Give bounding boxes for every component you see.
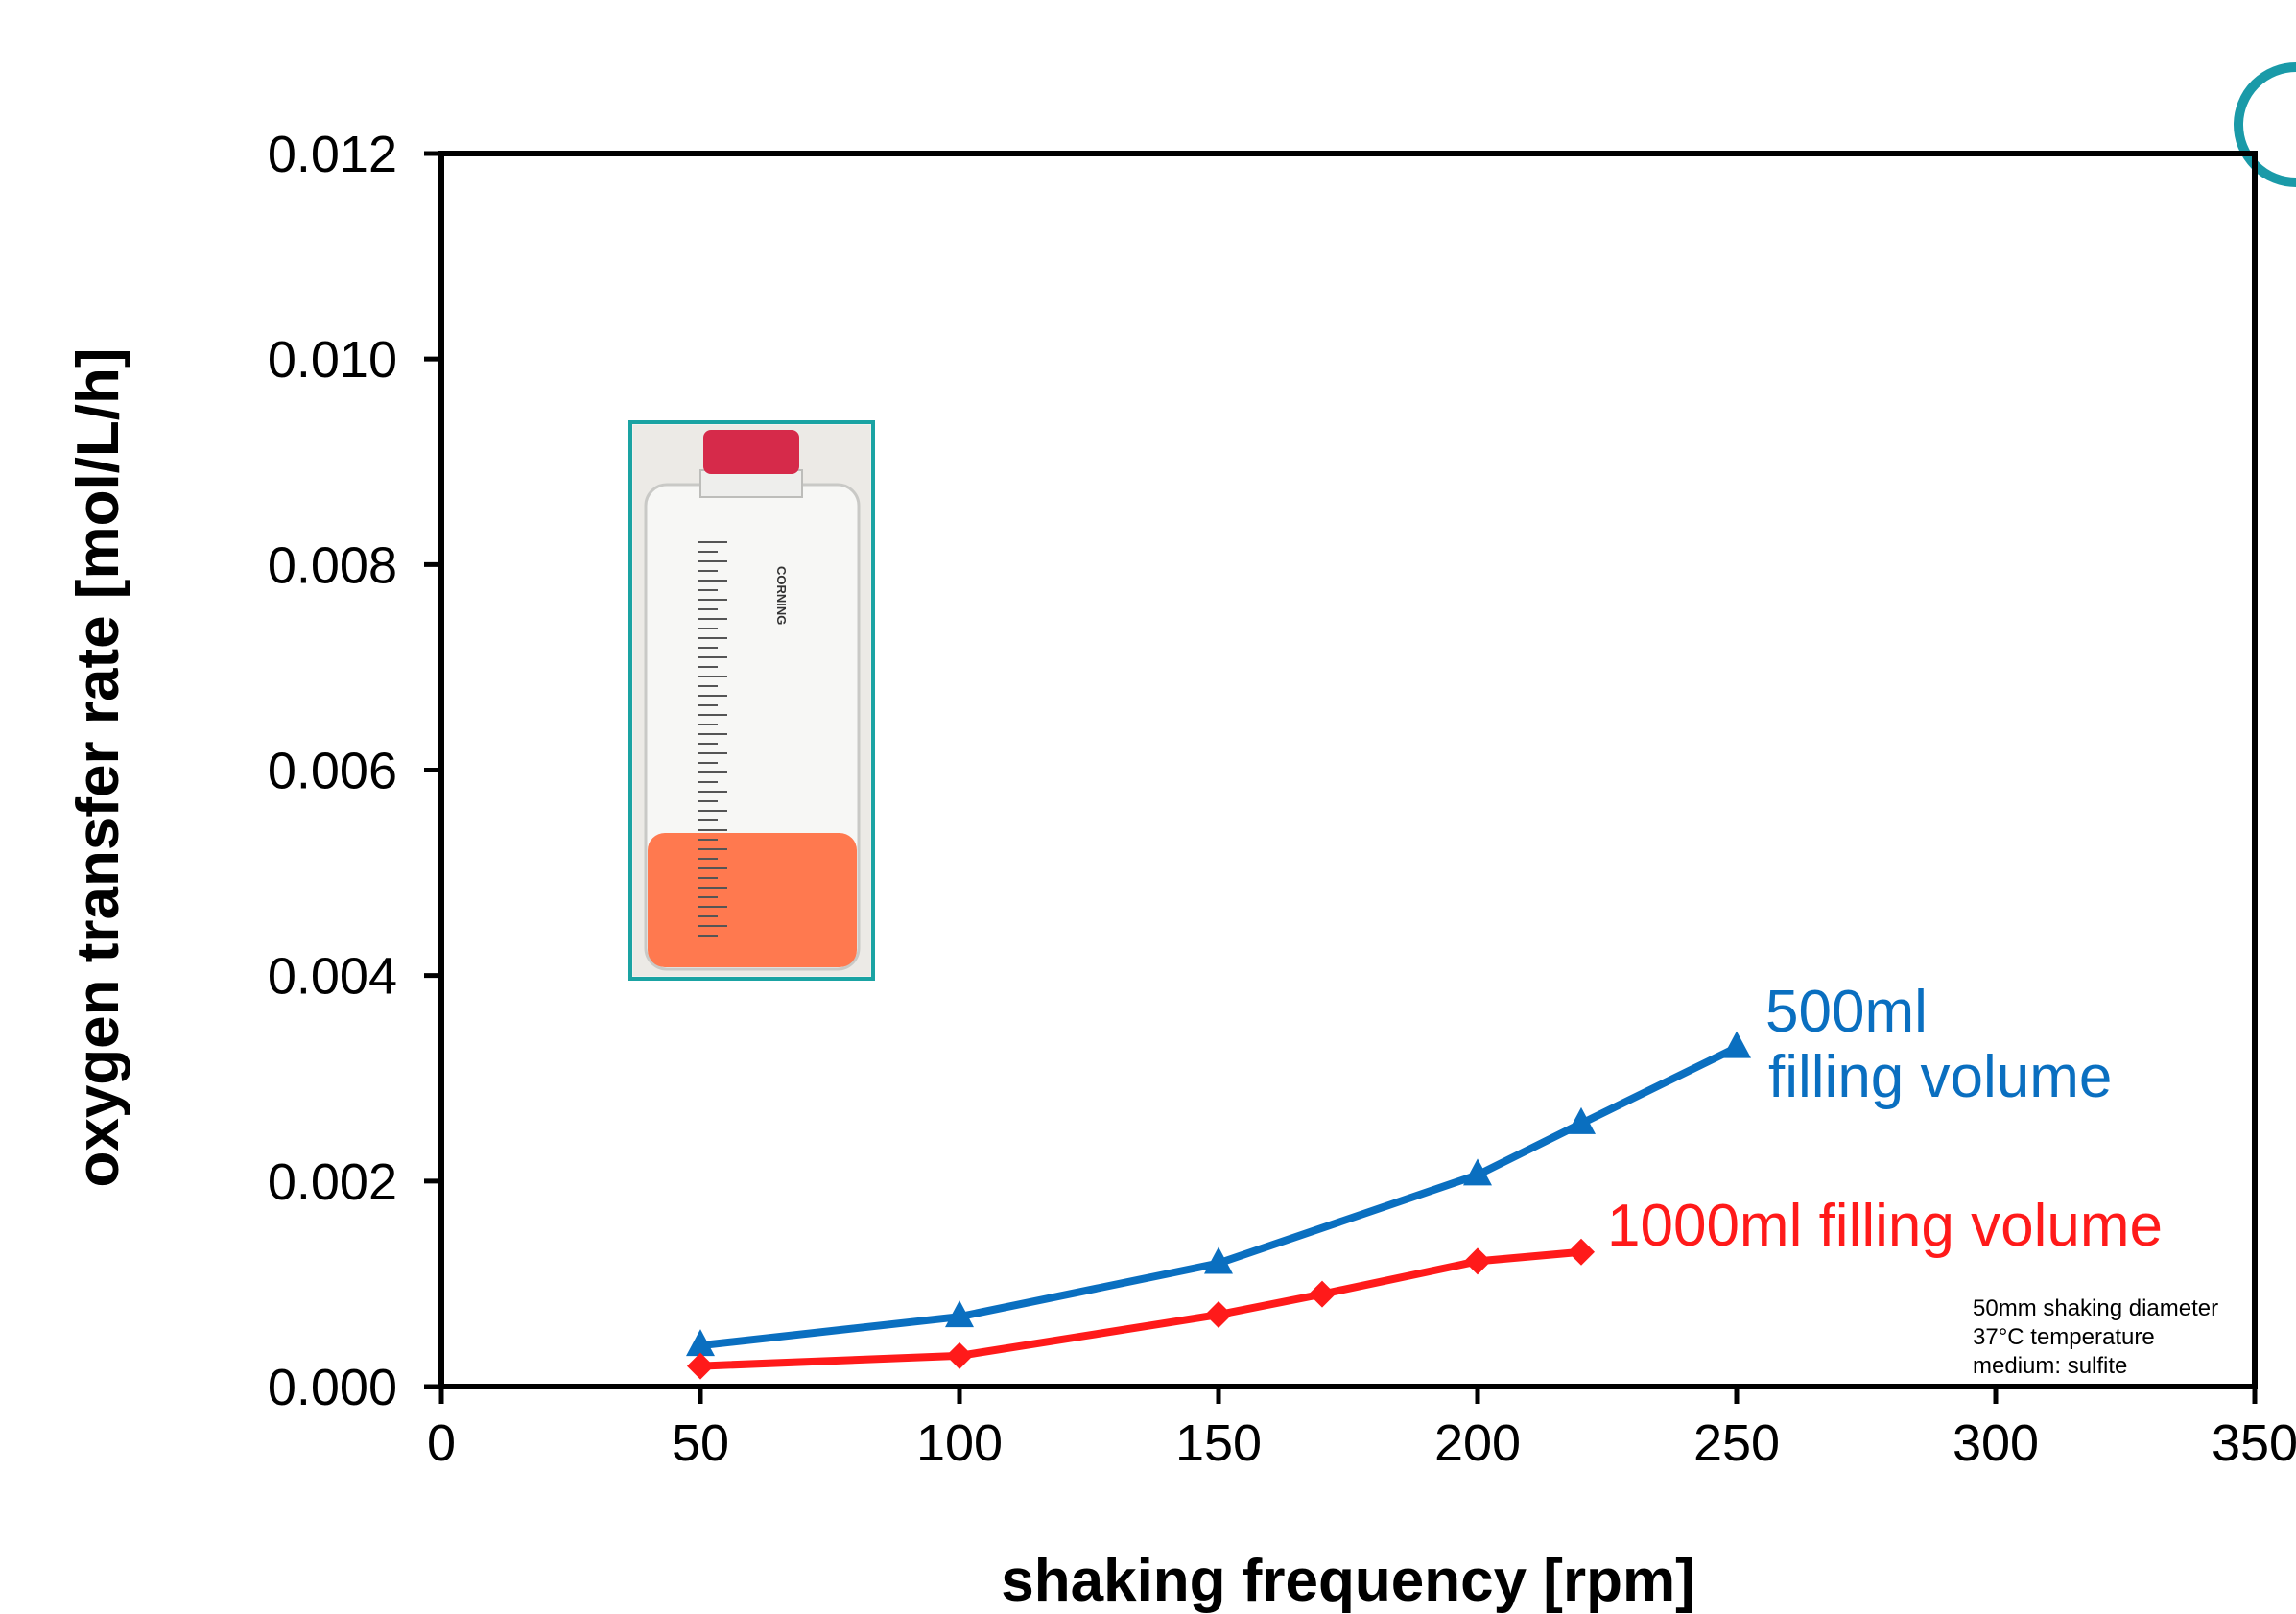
data-point-marker [1205,1301,1232,1329]
data-point-marker [1567,1106,1596,1134]
data-point-marker [1722,1031,1751,1058]
bottle-graduation-icon [698,541,727,937]
y-tick-label: 0.002 [268,1153,397,1211]
series-line-1 [699,1247,1582,1370]
y-tick-label: 0.000 [268,1359,397,1416]
bottle-brand-text: CORNING [774,566,789,625]
x-tick-label: 350 [2212,1414,2296,1472]
x-tick-label: 0 [427,1414,456,1472]
x-tick-label: 150 [1175,1414,1262,1472]
y-tick-label: 0.010 [268,331,397,389]
data-point-marker [1309,1280,1336,1308]
series-label-500ml-line1: 500ml [1765,979,1928,1045]
x-tick-label: 50 [672,1414,729,1472]
y-axis: 0.000 0.002 0.004 0.006 0.008 0.010 0.012 [268,126,441,1416]
series-label-1000ml: 1000ml filling volume [1607,1193,2163,1259]
x-tick-label: 100 [916,1414,1003,1472]
data-point-marker [686,1329,715,1357]
y-tick-label: 0.006 [268,743,397,800]
data-point-marker [945,1300,974,1328]
annotation-medium: medium: sulfite [1973,1353,2127,1379]
x-axis: 0 50 100 150 200 250 300 350 [427,1387,2296,1472]
x-tick-label: 200 [1434,1414,1521,1472]
data-point-marker [1568,1238,1595,1266]
y-axis-title: oxygen transfer rate [mol/L/h] [65,347,131,1187]
data-point-marker [687,1352,714,1380]
series-label-500ml-line2: filling volume [1768,1044,2112,1110]
y-tick-label: 0.004 [268,948,397,1006]
x-axis-title: shaking frequency [rpm] [1001,1548,1694,1614]
x-tick-label: 250 [1693,1414,1780,1472]
series-line-0 [699,1044,1739,1350]
series-label-500ml: 500ml filling volume [1765,979,2112,1110]
data-point-marker [1464,1247,1491,1275]
y-tick-label: 0.012 [268,126,397,183]
y-tick-label: 0.008 [268,536,397,594]
data-point-marker [1204,1246,1233,1274]
annotation-diameter: 50mm shaking diameter [1973,1295,2218,1321]
data-point-marker [946,1341,973,1369]
data-point-marker [1463,1158,1492,1186]
bottle-liquid-icon [648,833,857,967]
corner-circle-mark [2234,62,2296,187]
bottle-cap-icon [703,430,799,474]
x-tick-label: 300 [1953,1414,2039,1472]
bottle-neck-icon [699,469,803,498]
annotation-temperature: 37°C temperature [1973,1324,2155,1350]
inset-bottle-photo: CORNING [628,420,875,981]
data-series [686,1031,1751,1380]
